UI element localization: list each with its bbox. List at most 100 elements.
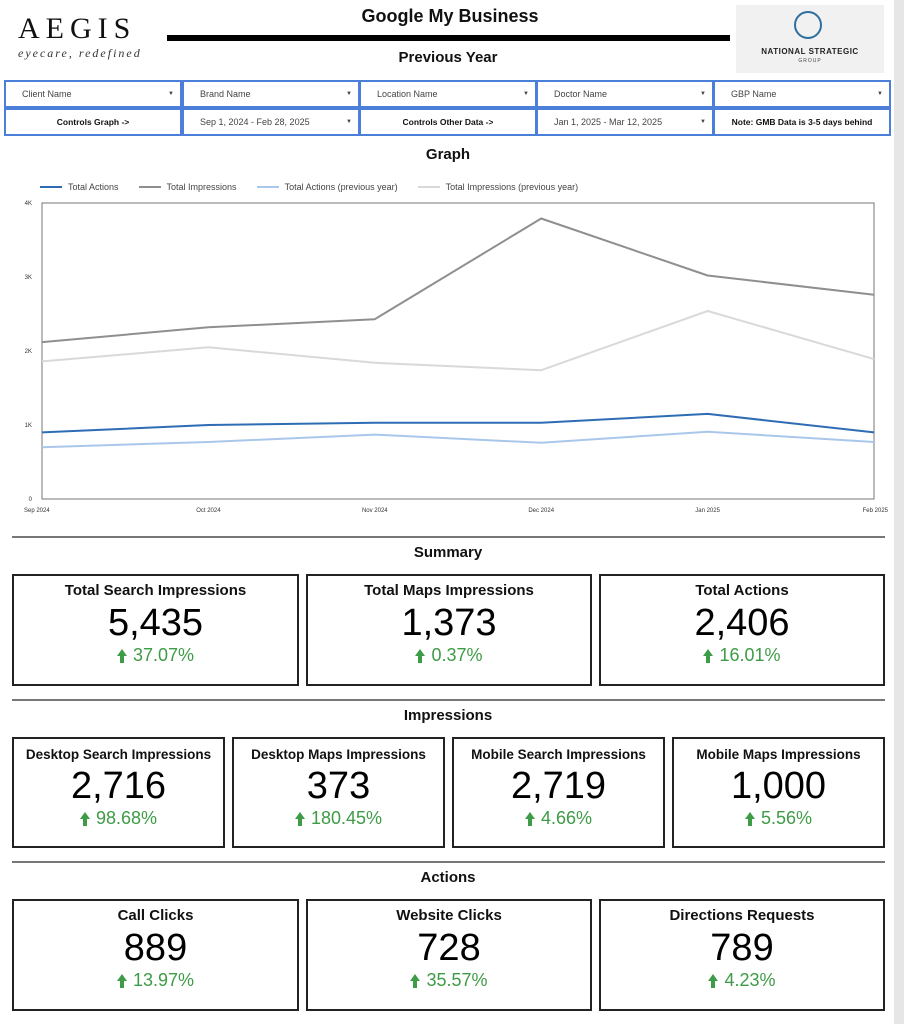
- aegis-logo: AEGIS eyecare, redefined: [18, 14, 163, 62]
- kpi-card-website-clicks: Website Clicks 728 35.57%: [306, 899, 592, 1011]
- arrow-up-icon: [410, 973, 421, 988]
- controls-other-label: Controls Other Data ->: [359, 108, 537, 136]
- section-divider: [12, 861, 885, 863]
- date-range-text: Sep 1, 2024 - Feb 28, 2025: [200, 117, 310, 127]
- kpi-value: 789: [710, 927, 774, 969]
- section-divider: [12, 699, 885, 701]
- kpi-change-value: 5.56%: [760, 808, 813, 828]
- arrow-up-icon: [294, 811, 305, 826]
- legend-label: Total Actions (previous year): [284, 182, 398, 192]
- line-chart: 0 1K 2K 3K 4K Sep 2024 Oct 2024 Nov 2024 Dec 202…: [24, 201, 889, 514]
- kpi-change-value: 180.45%: [310, 808, 383, 828]
- partner-logo-name: NATIONAL STRATEGIC: [761, 47, 859, 56]
- series-line-total-actions-previous-year: [41, 430, 875, 449]
- x-tick-label: Sep 2024: [24, 508, 50, 514]
- kpi-value: 728: [417, 927, 481, 969]
- data-delay-note: Note: GMB Data is 3-5 days behind: [713, 108, 891, 136]
- controls-graph-label: Controls Graph ->: [4, 108, 182, 136]
- kpi-title: Directions Requests: [669, 907, 815, 924]
- graph-date-range-picker[interactable]: Sep 1, 2024 - Feb 28, 2025 ▼: [182, 108, 360, 136]
- legend-label: Total Actions: [68, 182, 119, 192]
- kpi-change: 5.56%: [674, 808, 883, 829]
- brand-name-dropdown[interactable]: Brand Name ▼: [182, 80, 360, 108]
- kpi-title: Desktop Search Impressions: [25, 747, 212, 762]
- y-tick-label: 1K: [25, 423, 32, 429]
- x-tick-label: Nov 2024: [362, 508, 388, 514]
- series-line-total-impressions-previous-year: [41, 310, 875, 372]
- kpi-value: 5,435: [107, 602, 204, 644]
- kpi-change: 35.57%: [308, 970, 590, 991]
- kpi-change: 4.66%: [454, 808, 663, 829]
- dropdown-label: Doctor Name: [554, 89, 608, 99]
- kpi-change-value: 13.97%: [132, 970, 195, 990]
- kpi-card-desktop-search-impressions: Desktop Search Impressions 2,716 98.68%: [12, 737, 225, 848]
- kpi-value: 1,373: [401, 602, 497, 644]
- kpi-title: Mobile Search Impressions: [471, 747, 646, 762]
- doctor-name-dropdown[interactable]: Doctor Name ▼: [536, 80, 714, 108]
- nsg-emblem-icon: [794, 11, 822, 39]
- legend-swatch: [40, 186, 62, 188]
- caret-down-icon: ▼: [346, 91, 352, 97]
- dropdown-label: Brand Name: [200, 89, 251, 99]
- x-tick-label: Oct 2024: [196, 508, 221, 514]
- kpi-card-mobile-search-impressions: Mobile Search Impressions 2,719 4.66%: [452, 737, 665, 848]
- arrow-up-icon: [415, 648, 426, 663]
- summary-section-title: Summary: [413, 544, 483, 561]
- kpi-card-total-maps-impressions: Total Maps Impressions 1,373 0.37%: [306, 574, 592, 686]
- kpi-change-value: 98.68%: [95, 808, 158, 828]
- series-line-total-impressions: [41, 217, 875, 344]
- arrow-up-icon: [79, 811, 90, 826]
- kpi-value: 1,000: [730, 765, 827, 807]
- legend-item[interactable]: Total Impressions (previous year): [417, 182, 579, 192]
- arrow-up-icon: [703, 648, 714, 663]
- dropdown-label: Client Name: [22, 89, 72, 99]
- kpi-change: 13.97%: [14, 970, 297, 991]
- partner-logo: NATIONAL STRATEGIC GROUP: [736, 5, 884, 73]
- arrow-up-icon: [524, 811, 535, 826]
- x-tick-label: Feb 2025: [863, 508, 889, 514]
- kpi-change-value: 0.37%: [431, 645, 483, 665]
- legend-item[interactable]: Total Actions (previous year): [256, 182, 398, 192]
- caret-down-icon: ▼: [877, 91, 883, 97]
- gbp-name-dropdown[interactable]: GBP Name ▼: [713, 80, 891, 108]
- kpi-title: Total Actions: [695, 582, 789, 599]
- graph-title: Graph: [425, 146, 471, 163]
- caret-down-icon: ▼: [168, 91, 174, 97]
- kpi-card-mobile-maps-impressions: Mobile Maps Impressions 1,000 5.56%: [672, 737, 885, 848]
- caret-down-icon: ▼: [523, 91, 529, 97]
- client-name-dropdown[interactable]: Client Name ▼: [4, 80, 182, 108]
- kpi-value: 2,406: [694, 602, 790, 644]
- legend-item[interactable]: Total Actions: [40, 182, 119, 192]
- kpi-title: Call Clicks: [117, 907, 194, 924]
- arrow-up-icon: [708, 973, 719, 988]
- y-tick-label: 0: [29, 497, 33, 503]
- legend-item[interactable]: Total Impressions: [138, 182, 237, 192]
- date-range-text: Jan 1, 2025 - Mar 12, 2025: [554, 117, 663, 127]
- page-subtitle: Previous Year: [398, 49, 498, 66]
- data-date-range-picker[interactable]: Jan 1, 2025 - Mar 12, 2025 ▼: [536, 108, 714, 136]
- location-name-dropdown[interactable]: Location Name ▼: [359, 80, 537, 108]
- kpi-value: 2,716: [70, 765, 167, 807]
- kpi-change-value: 35.57%: [426, 970, 488, 990]
- kpi-change: 37.07%: [14, 645, 297, 666]
- kpi-value: 2,719: [510, 765, 607, 807]
- kpi-change-value: 37.07%: [132, 645, 195, 665]
- kpi-value: 373: [306, 765, 371, 807]
- legend-swatch: [138, 186, 161, 188]
- partner-logo-sub: GROUP: [798, 58, 822, 64]
- section-divider: [12, 536, 885, 538]
- kpi-change: 16.01%: [601, 645, 883, 666]
- actions-section-title: Actions: [420, 869, 476, 886]
- kpi-title: Mobile Maps Impressions: [696, 747, 861, 762]
- scrollbar-track[interactable]: [894, 0, 904, 1024]
- controls-graph-text: Controls Graph ->: [56, 117, 130, 127]
- kpi-change: 4.23%: [601, 970, 883, 991]
- kpi-change: 0.37%: [308, 645, 590, 666]
- dropdown-label: Location Name: [377, 89, 438, 99]
- arrow-up-icon: [744, 811, 755, 826]
- legend-label: Total Impressions (previous year): [445, 182, 579, 192]
- dropdown-label: GBP Name: [731, 89, 777, 99]
- kpi-card-total-actions: Total Actions 2,406 16.01%: [599, 574, 885, 686]
- page-title: Google My Business: [361, 6, 539, 26]
- kpi-title: Total Maps Impressions: [364, 582, 534, 599]
